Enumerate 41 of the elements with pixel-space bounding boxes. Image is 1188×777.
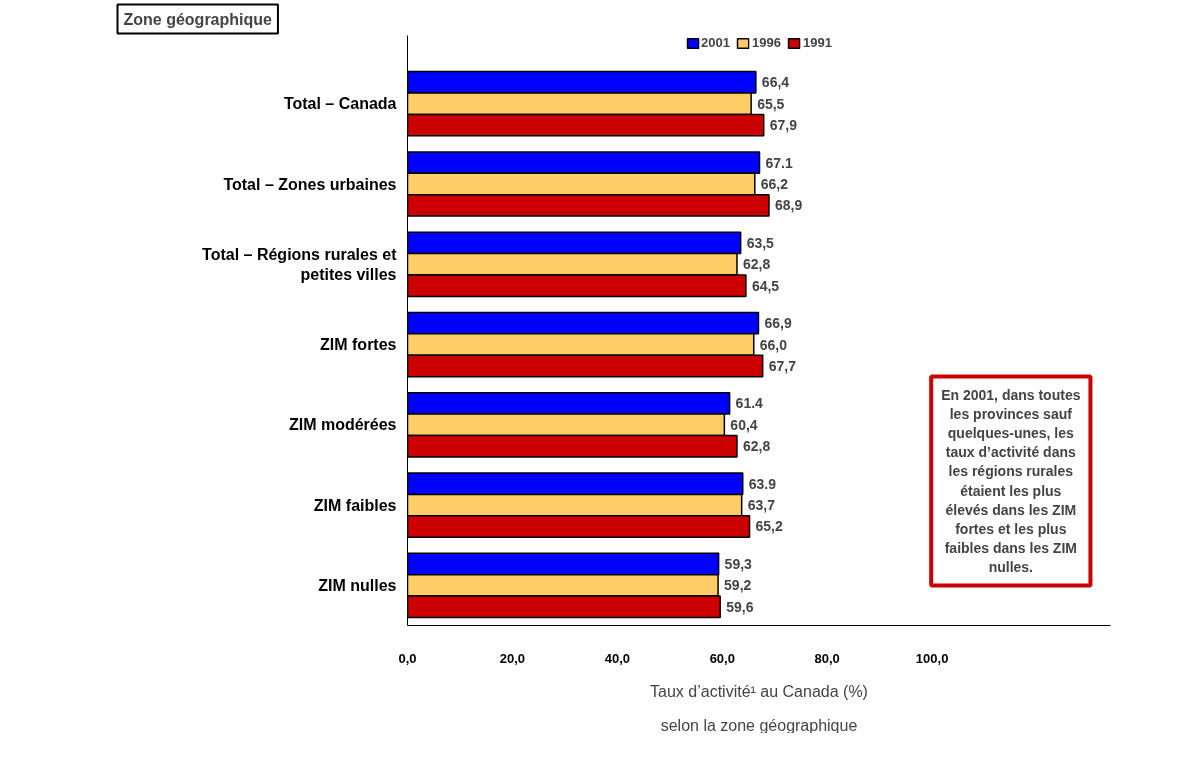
y-tick-label: ZIM fortes <box>320 336 397 354</box>
x-tick-label: 80,0 <box>814 650 840 666</box>
data-label: 62,8 <box>742 256 771 273</box>
data-label: 63,7 <box>747 497 776 514</box>
y-tick-label: ZIM faibles <box>313 496 397 514</box>
data-label: 60,4 <box>730 416 758 433</box>
legend-label: 1991 <box>802 35 832 50</box>
x-tick-label: 0,0 <box>398 650 417 666</box>
legend-label: 1996 <box>752 35 781 50</box>
data-label: 66,9 <box>764 315 792 332</box>
y-tick-label: Total – Canada <box>283 95 397 113</box>
data-label: 66,2 <box>760 176 789 192</box>
text: selon la zone géographique <box>660 716 858 734</box>
data-label: 59,2 <box>724 577 752 594</box>
data-label: 67,7 <box>768 357 797 374</box>
y-axis-title: Zone géographique <box>123 10 273 28</box>
y-tick-label: Total – Zones urbaines <box>223 175 397 193</box>
data-label: 66,4 <box>761 74 790 91</box>
x-tick-label: 20,0 <box>499 650 526 666</box>
data-label: 63.9 <box>748 475 777 492</box>
data-label: 63,5 <box>746 234 775 251</box>
x-tick-label: 60,0 <box>709 650 735 666</box>
data-label: 68,9 <box>774 197 803 214</box>
data-label: 65,2 <box>755 518 784 535</box>
text: En 2001, dans toutes les provinces sauf quelques-unes, les taux d’activité dans les régions rurales étaient les plus élevés dans les ZIM fortes et les plus faibles dans les ZIM nulles. <box>941 386 1081 576</box>
data-label: 66,0 <box>759 336 788 353</box>
legend-label: 2001 <box>701 35 731 50</box>
text: Taux d’activité¹ au Canada (%) <box>650 682 868 700</box>
data-label: 67,9 <box>769 117 798 134</box>
data-label: 64,5 <box>751 277 780 294</box>
x-tick-label: 100,0 <box>915 650 949 666</box>
y-tick-label: Total – Régions rurales et petites villes <box>202 245 398 283</box>
data-label: 67.1 <box>765 154 793 171</box>
data-label: 65,5 <box>757 95 785 112</box>
data-label: 59,3 <box>724 555 753 572</box>
y-tick-label: ZIM modérées <box>288 416 397 434</box>
y-tick-label: ZIM nulles <box>318 576 397 594</box>
data-label: 61.4 <box>735 395 764 412</box>
data-label: 62,8 <box>742 438 771 455</box>
data-label: 59,6 <box>726 598 754 615</box>
x-tick-label: 40,0 <box>604 650 631 666</box>
